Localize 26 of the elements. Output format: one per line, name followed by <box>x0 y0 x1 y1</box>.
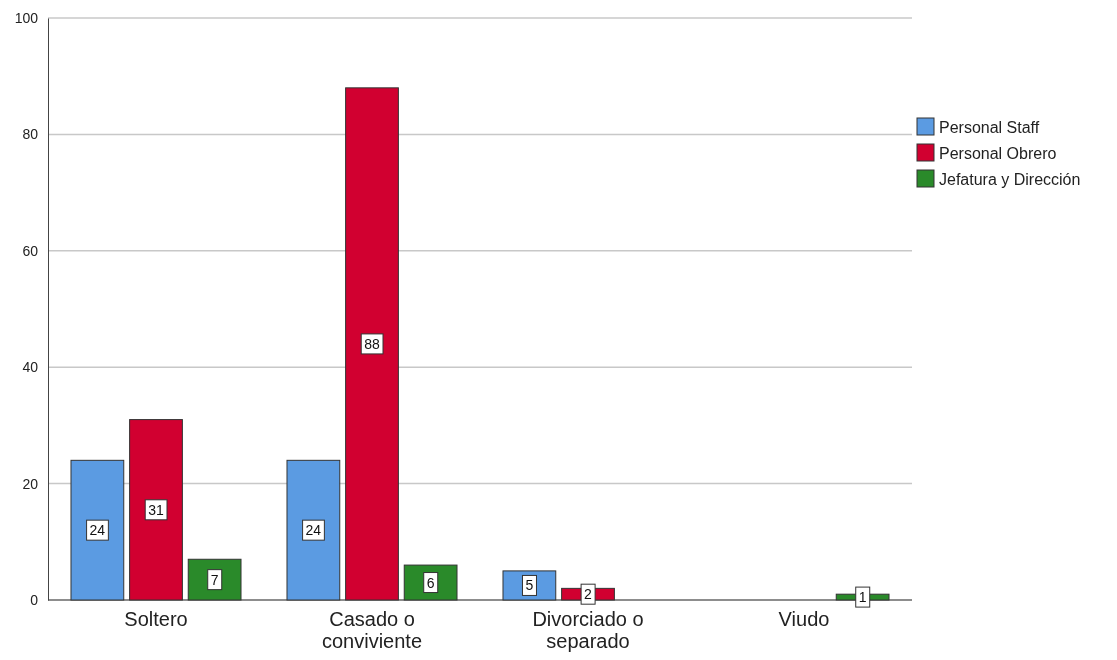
data-label: 2 <box>584 586 593 603</box>
data-label: 24 <box>89 522 106 539</box>
x-tick-label: Viudo <box>778 608 830 631</box>
legend-label: Jefatura y Dirección <box>939 170 1081 188</box>
y-tick-label: 40 <box>22 359 39 376</box>
data-label: 6 <box>426 574 435 591</box>
data-label: 5 <box>525 577 534 594</box>
bar <box>129 419 183 601</box>
legend-label: Personal Obrero <box>939 144 1057 162</box>
data-label: 1 <box>858 589 867 606</box>
y-tick-label: 20 <box>22 475 39 492</box>
y-tick-label: 0 <box>30 591 39 608</box>
x-tick-label: Casado o conviviente <box>321 608 423 653</box>
bar <box>70 459 125 601</box>
data-label: 31 <box>148 501 164 518</box>
legend-label: Personal Staff <box>939 118 1040 136</box>
y-tick-label: 80 <box>22 126 39 143</box>
y-tick-label: 60 <box>22 242 39 259</box>
bar <box>286 459 341 601</box>
data-label: 24 <box>305 522 322 539</box>
data-label: 88 <box>364 335 380 352</box>
bar <box>345 87 399 601</box>
x-tick-label: Soltero <box>124 608 188 631</box>
y-tick-label: 100 <box>14 9 39 26</box>
data-label: 7 <box>210 571 219 588</box>
x-tick-label: Divorciado o separado <box>532 608 644 653</box>
